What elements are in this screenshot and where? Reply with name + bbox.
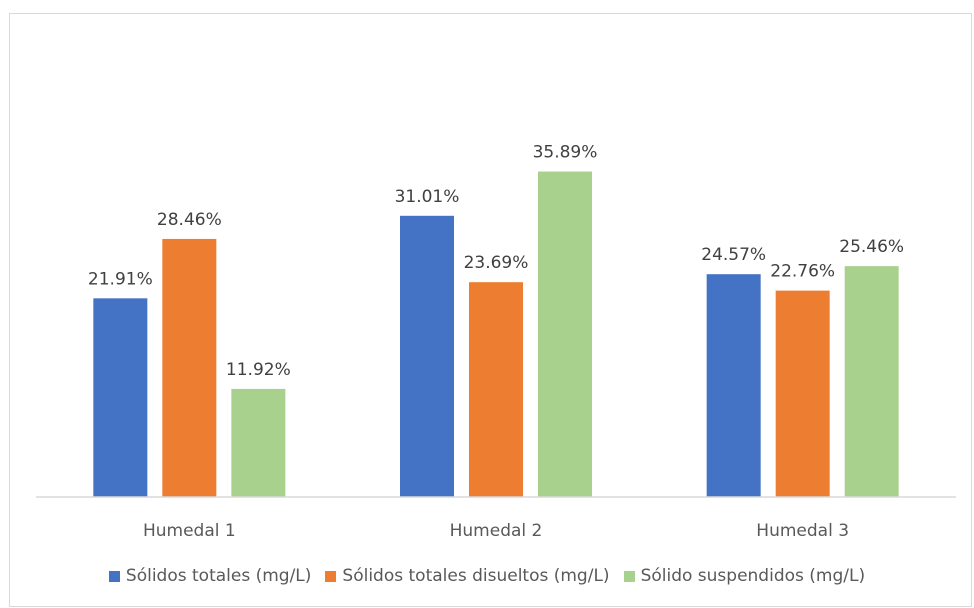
x-tick-label: Humedal 3 <box>756 521 849 541</box>
legend-swatch <box>623 570 635 582</box>
data-label: 22.76% <box>770 262 835 282</box>
legend-item: Sólidos totales disueltos (mg/L) <box>325 566 610 586</box>
bar-1-1 <box>93 298 148 497</box>
bar-2-1 <box>162 238 217 497</box>
legend-swatch <box>108 570 120 582</box>
bar-1-2 <box>400 215 454 497</box>
bar-3-1 <box>231 388 286 497</box>
legend-item: Sólidos totales (mg/L) <box>108 566 312 586</box>
legend-label: Sólidos totales disueltos (mg/L) <box>342 566 610 586</box>
data-label: 21.91% <box>88 269 153 289</box>
data-label: 24.57% <box>701 245 766 265</box>
data-label: 11.92% <box>226 360 291 380</box>
bar-2-2 <box>469 282 523 497</box>
legend-swatch <box>325 570 337 582</box>
data-label: 25.46% <box>839 237 904 257</box>
legend-label: Sólido suspendidos (mg/L) <box>640 566 866 586</box>
legend-item: Sólido suspendidos (mg/L) <box>623 566 866 586</box>
x-tick-label: Humedal 1 <box>143 521 236 541</box>
bar-1-3 <box>706 274 761 497</box>
data-label: 23.69% <box>464 253 529 273</box>
data-label: 28.46% <box>157 210 222 230</box>
bar-3-2 <box>538 171 592 497</box>
data-label: 35.89% <box>533 143 598 163</box>
legend: Sólidos totales (mg/L) Sólidos totales di… <box>0 566 974 586</box>
x-tick-label: Humedal 2 <box>450 521 543 541</box>
legend-label: Sólidos totales (mg/L) <box>125 566 312 586</box>
data-label: 31.01% <box>395 187 460 207</box>
bar-2-3 <box>775 290 830 497</box>
bar-3-3 <box>844 266 899 497</box>
